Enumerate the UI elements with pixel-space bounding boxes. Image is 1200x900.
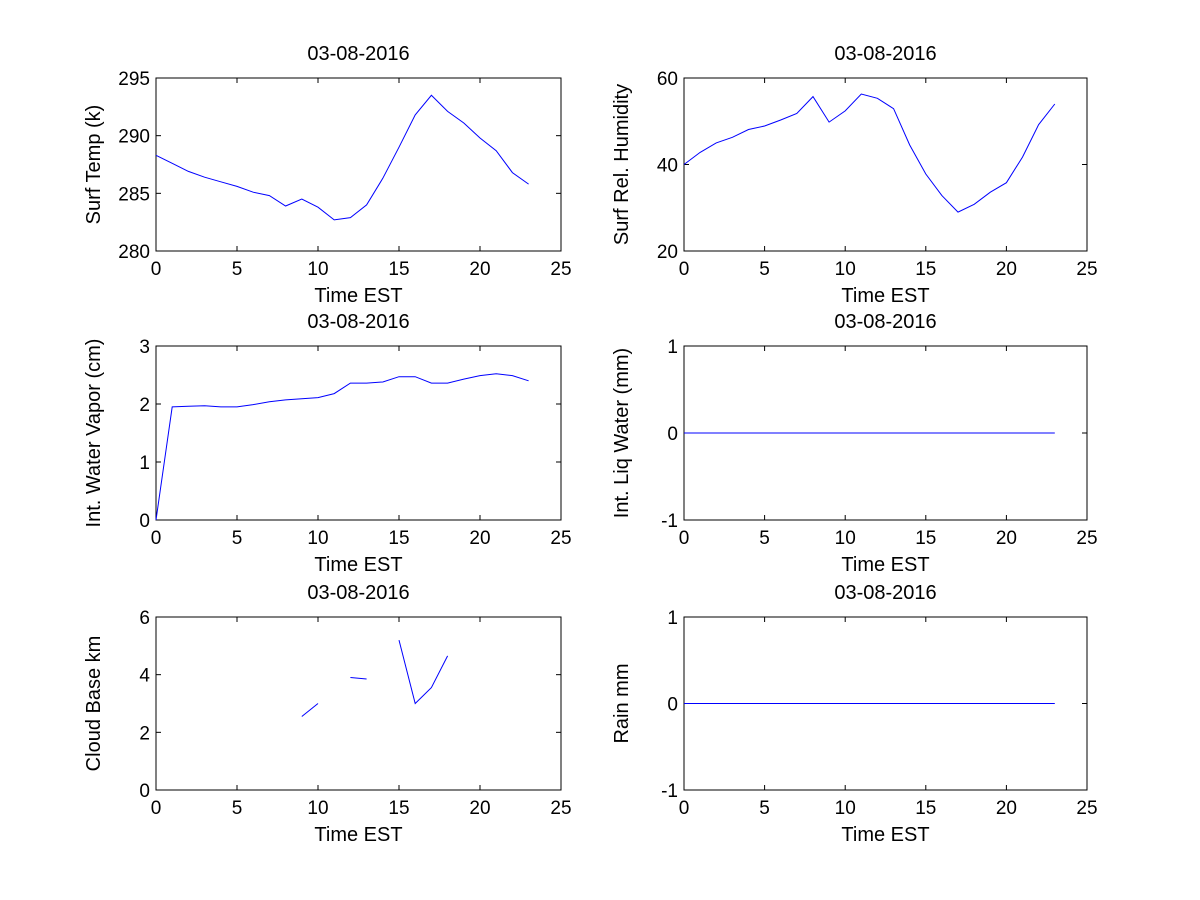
int-water-vapor-ylabel: Int. Water Vapor (cm) (83, 339, 105, 528)
int-water-vapor-xtick-label: 20 (469, 528, 490, 549)
surf-rel-humidity-ytick-label: 40 (657, 156, 678, 177)
surf-rel-humidity-xtick-label: 15 (915, 259, 936, 280)
int-water-vapor-axes-frame (155, 345, 562, 521)
surf-rel-humidity-xtick-label: 20 (996, 259, 1017, 280)
int-water-vapor-panel: 0 5 10 15 20 25 0 1 2 3 03-08-2016 Time EST Int. Wat… (83, 311, 572, 576)
surf-temp-ytick-label: 285 (118, 184, 150, 205)
int-water-vapor-xtick-label: 5 (232, 528, 243, 549)
int-liq-water-ylabel: Int. Liq Water (mm) (611, 348, 633, 518)
cloud-base-series-line-3 (398, 639, 449, 705)
surf-rel-humidity-panel: 0 5 10 15 20 25 20 40 60 03-08-2016 Time EST Surf R… (611, 43, 1098, 307)
int-water-vapor-xtick-label: 25 (550, 528, 571, 549)
cloud-base-xtick-label: 20 (469, 798, 490, 819)
int-liq-water-xtick-label: 10 (835, 528, 856, 549)
int-liq-water-ytick-label: 0 (667, 424, 678, 445)
cloud-base-xtick-label: 25 (550, 798, 571, 819)
rain-ylabel: Rain mm (611, 663, 633, 743)
cloud-base-xtick-label: 15 (388, 798, 409, 819)
cloud-base-ytick-label: 2 (139, 723, 150, 744)
surf-temp-xlabel: Time EST (314, 285, 402, 307)
surf-temp-xtick-label: 25 (550, 259, 571, 280)
cloud-base-ytick-label: 6 (139, 608, 150, 629)
cloud-base-xtick-label: 5 (232, 798, 243, 819)
surf-rel-humidity-ytick-label: 60 (657, 69, 678, 90)
rain-xtick-label: 0 (679, 798, 690, 819)
rain-ytick-label: -1 (661, 781, 678, 802)
rain-xtick-label: 10 (835, 798, 856, 819)
cloud-base-axes-frame (155, 616, 562, 791)
cloud-base-series-line-2 (350, 677, 367, 680)
int-water-vapor-title: 03-08-2016 (307, 311, 409, 333)
int-water-vapor-series-line-1 (155, 373, 529, 521)
cloud-base-title: 03-08-2016 (307, 582, 409, 604)
surf-temp-xtick-label: 0 (151, 259, 162, 280)
int-water-vapor-xlabel: Time EST (314, 554, 402, 576)
surf-temp-axes-frame (155, 77, 562, 252)
rain-xtick-label: 25 (1076, 798, 1097, 819)
surf-temp-title: 03-08-2016 (307, 43, 409, 65)
rain-xtick-label: 15 (915, 798, 936, 819)
rain-ytick-label: 1 (667, 608, 678, 629)
cloud-base-ytick-label: 4 (139, 666, 150, 687)
cloud-base-xlabel: Time EST (314, 824, 402, 846)
rain-xlabel: Time EST (841, 824, 929, 846)
int-liq-water-ytick-label: 1 (667, 337, 678, 358)
rain-xtick-label: 5 (759, 798, 770, 819)
surf-temp-xtick-label: 10 (307, 259, 328, 280)
surf-temp-xtick-label: 5 (232, 259, 243, 280)
int-liq-water-ytick-label: -1 (661, 511, 678, 532)
surf-rel-humidity-xtick-label: 5 (759, 259, 770, 280)
cloud-base-xtick-label: 10 (307, 798, 328, 819)
surf-temp-ytick-label: 280 (118, 242, 150, 263)
cloud-base-ytick-label: 0 (139, 781, 150, 802)
surf-rel-humidity-xtick-label: 10 (835, 259, 856, 280)
int-water-vapor-xtick-label: 0 (151, 528, 162, 549)
rain-xtick-label: 20 (996, 798, 1017, 819)
surf-rel-humidity-xtick-label: 0 (679, 259, 690, 280)
surf-temp-ytick-label: 290 (118, 127, 150, 148)
cloud-base-ylabel: Cloud Base km (83, 636, 105, 772)
int-water-vapor-ytick-label: 3 (139, 337, 150, 358)
int-water-vapor-xtick-label: 15 (388, 528, 409, 549)
int-liq-water-xtick-label: 20 (996, 528, 1017, 549)
surf-temp-panel: 0 5 10 15 20 25 280 285 290 295 03-08-2016 Time EST… (83, 43, 572, 307)
int-liq-water-xtick-label: 25 (1076, 528, 1097, 549)
int-liq-water-xtick-label: 0 (679, 528, 690, 549)
int-liq-water-title: 03-08-2016 (834, 311, 936, 333)
surf-temp-series-line-1 (155, 94, 529, 221)
surf-temp-xtick-label: 15 (388, 259, 409, 280)
rain-title: 03-08-2016 (834, 582, 936, 604)
surf-rel-humidity-title: 03-08-2016 (834, 43, 936, 65)
surf-rel-humidity-ytick-label: 20 (657, 242, 678, 263)
rain-ytick-label: 0 (667, 695, 678, 716)
surf-rel-humidity-xtick-label: 25 (1076, 259, 1097, 280)
surf-temp-ytick-label: 295 (118, 69, 150, 90)
surf-temp-ylabel: Surf Temp (k) (83, 105, 105, 225)
surf-rel-humidity-xlabel: Time EST (841, 285, 929, 307)
int-water-vapor-ytick-label: 2 (139, 395, 150, 416)
cloud-base-panel: 0 5 10 15 20 25 0 2 4 6 03-08-2016 Time EST Cloud Ba… (83, 582, 572, 846)
cloud-base-xtick-label: 0 (151, 798, 162, 819)
surf-temp-xtick-label: 20 (469, 259, 490, 280)
int-liq-water-xlabel: Time EST (841, 554, 929, 576)
cloud-base-series-line-1 (301, 703, 319, 717)
int-water-vapor-xtick-label: 10 (307, 528, 328, 549)
surf-rel-humidity-series-line-1 (683, 93, 1056, 213)
int-liq-water-xtick-label: 15 (915, 528, 936, 549)
surf-rel-humidity-ylabel: Surf Rel. Humidity (611, 84, 633, 245)
int-water-vapor-ytick-label: 0 (139, 511, 150, 532)
int-water-vapor-ytick-label: 1 (139, 453, 150, 474)
int-liq-water-xtick-label: 5 (759, 528, 770, 549)
